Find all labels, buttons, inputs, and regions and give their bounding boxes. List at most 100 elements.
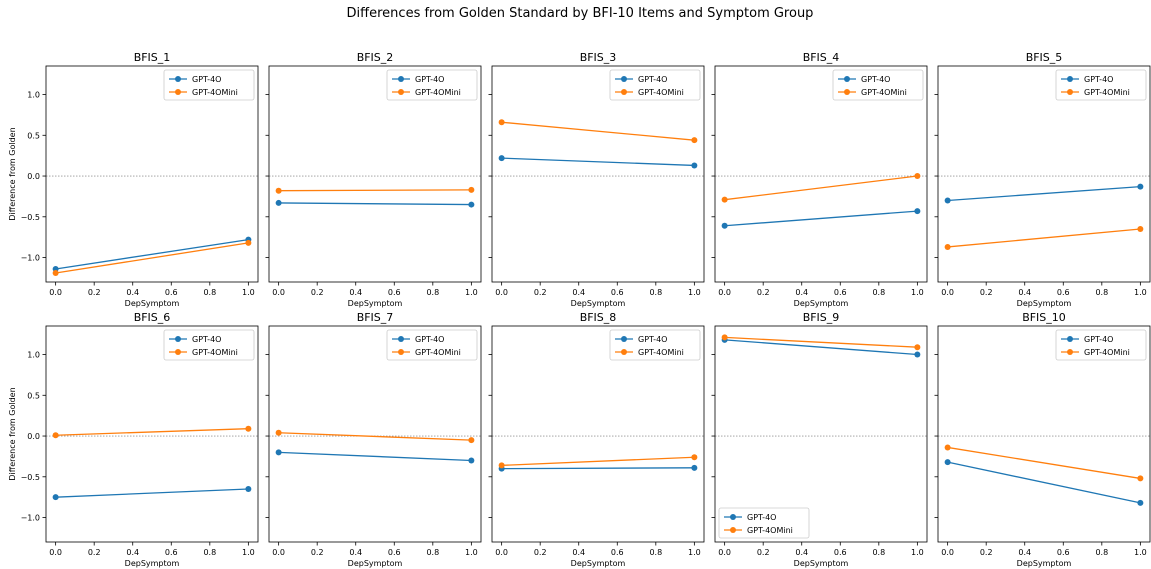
x-tick-label: 0.8 <box>1095 288 1108 297</box>
data-point <box>468 437 475 444</box>
x-tick-label: 0.8 <box>872 288 885 297</box>
x-tick-label: 0.0 <box>49 288 62 297</box>
series-line-gpt-4o <box>278 202 472 206</box>
legend: GPT-4O GPT-4OMini <box>163 69 255 101</box>
x-tick-label: 0.4 <box>126 288 139 297</box>
data-point <box>468 457 475 464</box>
legend-label: GPT-4OMini <box>1084 88 1130 97</box>
legend: GPT-4O GPT-4OMini <box>609 329 701 361</box>
data-point <box>691 137 698 144</box>
series-line-gpt-4o <box>278 451 472 462</box>
series-line-gpt-4o <box>501 467 695 470</box>
x-tick-label: 0.2 <box>534 548 547 557</box>
x-tick-label: 0.4 <box>349 288 362 297</box>
data-point <box>275 429 282 436</box>
x-axis-label: DepSymptom <box>1017 559 1072 568</box>
subplot-title: BFIS_2 <box>357 51 394 64</box>
axes-frame <box>491 65 705 283</box>
x-tick-label: 0.0 <box>49 548 62 557</box>
legend-swatch-marker <box>621 89 627 95</box>
x-tick-label: 0.2 <box>311 548 324 557</box>
y-tick-label: −0.5 <box>21 473 40 482</box>
figure-suptitle: Differences from Golden Standard by BFI-… <box>347 6 814 21</box>
data-point <box>944 243 951 250</box>
subplot-title: BFIS_5 <box>1026 51 1063 64</box>
series-line-gpt-4o <box>501 157 695 167</box>
x-tick-label: 0.8 <box>426 548 439 557</box>
axes-frame <box>268 325 482 543</box>
legend: GPT-4O GPT-4OMini <box>1055 69 1147 101</box>
legend-label: GPT-4O <box>415 75 444 84</box>
legend-label: GPT-4OMini <box>1084 348 1130 357</box>
legend-label: GPT-4O <box>192 75 221 84</box>
y-tick-label: 0.0 <box>27 432 40 441</box>
y-tick-label: −1.0 <box>21 514 40 523</box>
data-point <box>691 454 698 461</box>
legend-swatch-marker <box>398 76 404 82</box>
data-point <box>721 222 728 229</box>
axes-frame <box>491 325 705 543</box>
x-tick-label: 0.6 <box>165 548 178 557</box>
x-tick-label: 0.8 <box>203 548 216 557</box>
x-tick-label: 0.4 <box>795 548 808 557</box>
series-line-gpt-4omini <box>947 228 1141 248</box>
series-line-gpt-4omini <box>278 432 472 441</box>
legend-label: GPT-4OMini <box>415 88 461 97</box>
data-point <box>245 486 252 493</box>
subplot-grid: BFIS_1 0.0 0.2 0.4 0.6 0.8 1.0 DepSymptom 1.0 0.5… <box>8 51 1151 568</box>
legend-swatch-marker <box>175 336 181 342</box>
x-tick-label: 1.0 <box>1134 288 1147 297</box>
axes-frame <box>937 65 1151 283</box>
x-tick-label: 0.6 <box>1057 548 1070 557</box>
legend-label: GPT-4OMini <box>192 88 238 97</box>
x-tick-label: 0.4 <box>795 288 808 297</box>
axes-frame <box>45 325 259 543</box>
series-line-gpt-4o <box>55 238 249 270</box>
x-tick-label: 0.4 <box>1018 288 1031 297</box>
subplot-1: BFIS_1 0.0 0.2 0.4 0.6 0.8 1.0 DepSymptom 1.0 0.5… <box>8 51 259 308</box>
data-point <box>944 197 951 204</box>
data-point <box>691 162 698 169</box>
legend-label: GPT-4O <box>1084 75 1113 84</box>
series-line-gpt-4omini <box>55 242 249 274</box>
data-point <box>721 334 728 341</box>
data-point <box>498 155 505 162</box>
legend-swatch-marker <box>621 76 627 82</box>
x-tick-label: 0.2 <box>980 548 993 557</box>
x-tick-label: 0.0 <box>718 288 731 297</box>
y-axis-label: Difference from Golden <box>8 127 17 220</box>
legend: GPT-4O GPT-4OMini <box>609 69 701 101</box>
data-point <box>52 494 59 501</box>
series-line-gpt-4omini <box>501 456 695 467</box>
x-axis-label: DepSymptom <box>571 559 626 568</box>
x-tick-label: 0.2 <box>757 288 770 297</box>
series-line-gpt-4o <box>947 461 1141 504</box>
legend-swatch-marker <box>844 89 850 95</box>
x-tick-label: 0.4 <box>126 548 139 557</box>
data-point <box>944 459 951 466</box>
y-tick-label: 0.5 <box>27 131 40 140</box>
x-tick-label: 0.2 <box>757 548 770 557</box>
data-point <box>1137 183 1144 190</box>
legend-label: GPT-4OMini <box>638 88 684 97</box>
legend-label: GPT-4O <box>192 335 221 344</box>
subplot-title: BFIS_10 <box>1022 311 1066 324</box>
x-tick-label: 1.0 <box>242 548 255 557</box>
legend-label: GPT-4O <box>638 75 667 84</box>
legend-label: GPT-4OMini <box>192 348 238 357</box>
legend-label: GPT-4O <box>861 75 890 84</box>
data-point <box>498 119 505 126</box>
legend-label: GPT-4O <box>1084 335 1113 344</box>
data-point <box>468 186 475 193</box>
x-axis-label: DepSymptom <box>125 299 180 308</box>
legend-swatch-marker <box>621 349 627 355</box>
x-axis-label: DepSymptom <box>348 299 403 308</box>
series-line-gpt-4o <box>55 488 249 498</box>
data-point <box>1137 499 1144 506</box>
subplot-2: BFIS_2 0.0 0.2 0.4 0.6 0.8 1.0 DepSymptom GPT-4O… <box>265 51 482 308</box>
subplot-title: BFIS_3 <box>580 51 617 64</box>
x-tick-label: 0.6 <box>611 548 624 557</box>
legend-swatch-marker <box>844 76 850 82</box>
y-tick-label: 0.5 <box>27 391 40 400</box>
